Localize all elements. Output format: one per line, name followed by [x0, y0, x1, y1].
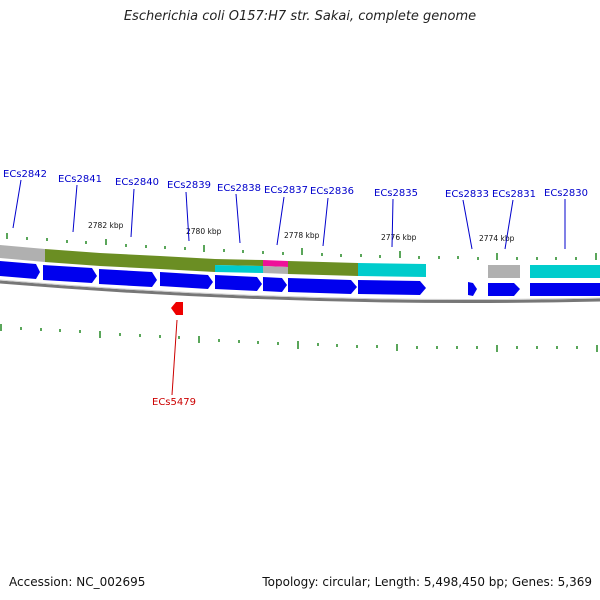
gene-arrow[interactable] — [215, 275, 262, 291]
feature-block-olive — [215, 259, 263, 266]
leader-line — [130, 188, 135, 238]
feature-block-gray — [263, 266, 288, 274]
leader-line — [235, 193, 241, 244]
forward-gene-labels: ECs2842 ECs2841 ECs2840 ECs2839 ECs2838 … — [3, 169, 588, 200]
leader-line — [185, 191, 190, 242]
gene-arrow[interactable] — [530, 283, 600, 296]
gene-arrow[interactable] — [43, 265, 97, 283]
gene-arrow[interactable] — [288, 278, 357, 294]
feature-block-olive — [288, 261, 358, 276]
gene-label-ecs2837[interactable]: ECs2837 — [264, 185, 308, 196]
gene-label-ecs5479[interactable]: ECs5479 — [152, 397, 196, 408]
scale-label-2782: 2782 kbp — [88, 221, 124, 230]
gene-arrow[interactable] — [488, 283, 520, 296]
gene-label-ecs2839[interactable]: ECs2839 — [167, 180, 211, 191]
scale-label-2778: 2778 kbp — [284, 231, 320, 240]
feature-block-magenta — [263, 260, 288, 267]
genome-summary-text: Topology: circular; Length: 5,498,450 bp… — [262, 575, 592, 589]
gene-label-ecs2841[interactable]: ECs2841 — [58, 174, 102, 185]
lower-tick-row — [0, 324, 598, 352]
genome-backbone — [0, 280, 600, 304]
feature-block-gray — [0, 245, 45, 262]
feature-block-gray — [488, 265, 520, 278]
feature-block-cyan — [215, 265, 263, 273]
forward-gene-track — [0, 261, 600, 296]
gene-label-ecs2830[interactable]: ECs2830 — [544, 188, 588, 199]
gene-label-ecs2831[interactable]: ECs2831 — [492, 189, 536, 200]
scale-label-2776: 2776 kbp — [381, 233, 417, 242]
feature-block-cyan — [358, 263, 426, 277]
gene-arrow[interactable] — [0, 261, 40, 279]
gene-label-ecs2838[interactable]: ECs2838 — [217, 183, 261, 194]
leader-line — [12, 179, 22, 229]
genome-title: Escherichia coli O157:H7 str. Sakai, com… — [123, 9, 477, 24]
gene-arrow[interactable] — [358, 280, 426, 295]
feature-block-olive — [160, 256, 215, 272]
scale-label-2780: 2780 kbp — [186, 227, 222, 236]
leader-line — [462, 199, 473, 250]
gene-arrow[interactable] — [468, 282, 477, 296]
feature-block-olive — [100, 253, 160, 269]
feature-block-olive — [45, 249, 100, 266]
gene-arrow[interactable] — [263, 277, 287, 292]
gene-label-ecs2840[interactable]: ECs2840 — [115, 177, 159, 188]
scale-label-2774: 2774 kbp — [479, 234, 515, 243]
upper-tick-row — [6, 233, 597, 260]
gene-arrow[interactable] — [99, 269, 157, 287]
leader-line — [276, 196, 285, 246]
feature-band — [0, 245, 600, 278]
leader-line-reverse — [171, 319, 178, 396]
genome-backbone-highlight — [0, 279, 600, 301]
label-leaders — [12, 179, 566, 396]
feature-block-cyan — [530, 265, 600, 278]
gene-label-ecs2833[interactable]: ECs2833 — [445, 189, 489, 200]
gene-label-ecs2842[interactable]: ECs2842 — [3, 169, 47, 180]
leader-line — [72, 184, 78, 233]
leader-line — [391, 198, 394, 248]
reverse-gene-arrow[interactable] — [171, 302, 183, 315]
leader-line — [322, 197, 329, 247]
leader-line — [504, 199, 514, 250]
accession-text: Accession: NC_002695 — [9, 575, 146, 589]
gene-label-ecs2836[interactable]: ECs2836 — [310, 186, 354, 197]
gene-arrow[interactable] — [160, 272, 213, 289]
gene-label-ecs2835[interactable]: ECs2835 — [374, 188, 418, 199]
